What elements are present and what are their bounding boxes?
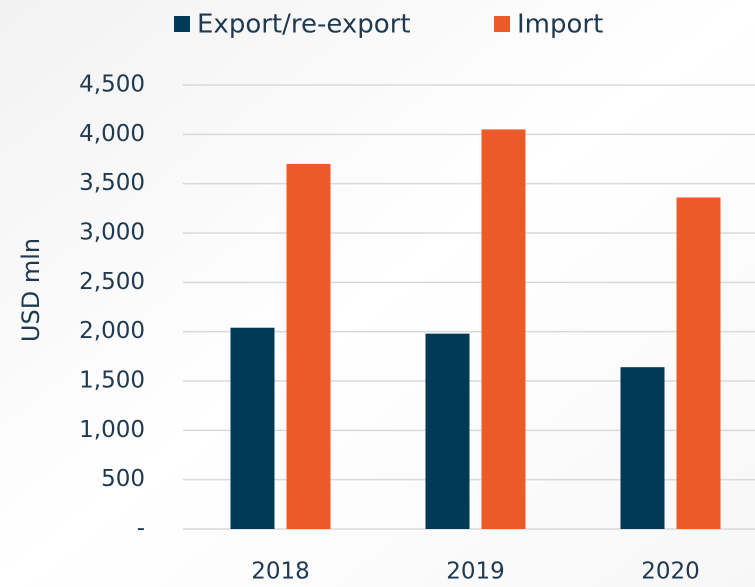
y-tick-label: 3,000	[79, 220, 145, 246]
legend-label: Export/re-export	[197, 10, 411, 40]
legend-label: Import	[517, 10, 603, 40]
y-tick-label: 4,500	[79, 72, 145, 98]
y-tick-label: 500	[101, 466, 145, 492]
y-tick-label: 3,500	[79, 170, 145, 196]
y-tick-label: 4,000	[79, 121, 145, 147]
x-tick-label: 2018	[251, 559, 310, 585]
y-tick-label: 2,000	[79, 318, 145, 344]
y-axis-title: USD mln	[17, 238, 45, 342]
bar	[230, 327, 275, 529]
legend-swatch	[174, 16, 190, 32]
legend-swatch	[494, 16, 510, 32]
bar	[676, 197, 721, 530]
y-tick-label: 1,500	[79, 368, 145, 394]
bar	[481, 129, 526, 529]
x-tick-label: 2020	[641, 559, 700, 585]
y-tick-label: 2,500	[79, 269, 145, 295]
bar	[620, 367, 665, 529]
bar	[286, 163, 331, 529]
y-tick-label: -	[137, 516, 145, 542]
x-tick-label: 2019	[446, 559, 505, 585]
bar	[425, 333, 470, 529]
y-tick-label: 1,000	[79, 417, 145, 443]
